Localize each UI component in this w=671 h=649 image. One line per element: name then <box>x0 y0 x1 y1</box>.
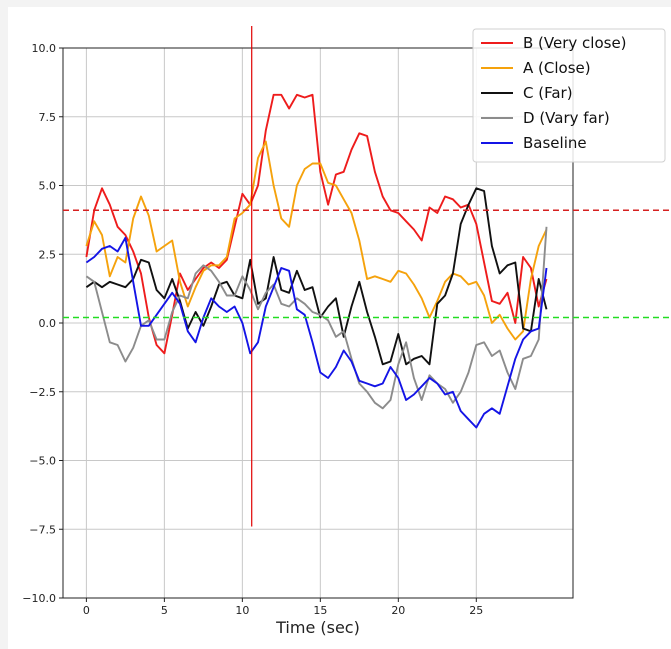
x-tick-label: 5 <box>161 604 168 617</box>
y-tick-label: −2.5 <box>29 386 56 399</box>
y-tick-label: 0.0 <box>39 317 57 330</box>
series-line-3 <box>85 226 548 410</box>
x-tick-label: 10 <box>235 604 249 617</box>
legend-label: C (Far) <box>523 84 573 102</box>
series-line-4 <box>85 236 548 429</box>
y-tick-label: 5.0 <box>39 180 57 193</box>
series-line-2 <box>85 187 548 366</box>
legend-label: B (Very close) <box>523 34 627 52</box>
y-tick-label: −7.5 <box>29 523 56 536</box>
y-tick-label: 10.0 <box>32 42 57 55</box>
y-tick-label: 7.5 <box>39 111 57 124</box>
legend-label: A (Close) <box>523 59 591 77</box>
series-line-0 <box>85 93 548 355</box>
x-tick-label: 20 <box>391 604 405 617</box>
x-tick-label: 0 <box>83 604 90 617</box>
series-line-1 <box>85 140 548 341</box>
x-tick-label: 25 <box>469 604 483 617</box>
legend-label: D (Vary far) <box>523 109 610 127</box>
y-tick-label: −10.0 <box>22 592 56 605</box>
y-tick-label: 2.5 <box>39 248 57 261</box>
x-tick-label: 15 <box>313 604 327 617</box>
legend-box <box>472 28 666 163</box>
x-axis-title: Time (sec) <box>275 618 360 637</box>
y-tick-label: −5.0 <box>29 455 56 468</box>
legend-label: Baseline <box>523 134 587 152</box>
